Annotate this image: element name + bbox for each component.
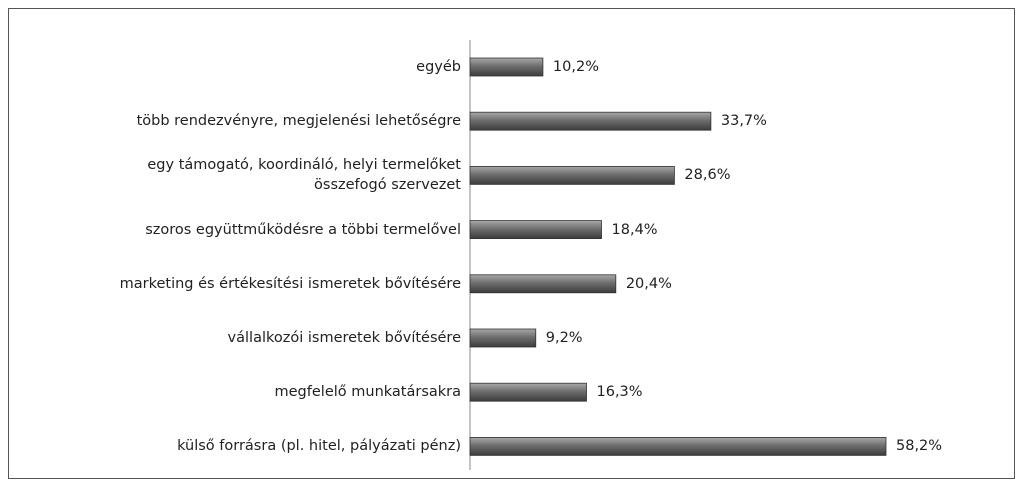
bar <box>469 274 617 294</box>
value-label: 16,3% <box>596 384 643 401</box>
category-label: több rendezvényre, megjelenési lehetőség… <box>136 113 461 130</box>
category-label: egy támogató, koordináló, helyi termelők… <box>147 157 461 194</box>
bar <box>469 328 537 348</box>
category-label: egyéb <box>416 59 461 75</box>
value-label: 18,4% <box>611 221 658 238</box>
bar <box>469 111 712 131</box>
category-label: külső forrásra (pl. hitel, pályázati pén… <box>177 438 461 455</box>
bar <box>469 436 887 456</box>
value-label: 58,2% <box>896 438 943 455</box>
category-label: marketing és értékesítési ismeretek bőví… <box>119 275 461 292</box>
bar <box>469 382 587 402</box>
value-label: 28,6% <box>684 167 731 184</box>
frame <box>8 8 1015 479</box>
category-label: vállalkozói ismeretek bővítésére <box>227 330 461 346</box>
bar <box>469 57 544 77</box>
category-label: szoros együttműködésre a többi termelőve… <box>145 221 461 238</box>
category-label: megfelelő munkatársakra <box>274 384 461 401</box>
value-label: 10,2% <box>552 59 599 75</box>
value-label: 20,4% <box>625 275 672 292</box>
value-label: 33,7% <box>720 113 767 130</box>
bar <box>469 165 675 185</box>
value-label: 9,2% <box>545 330 583 346</box>
bar <box>469 220 602 240</box>
